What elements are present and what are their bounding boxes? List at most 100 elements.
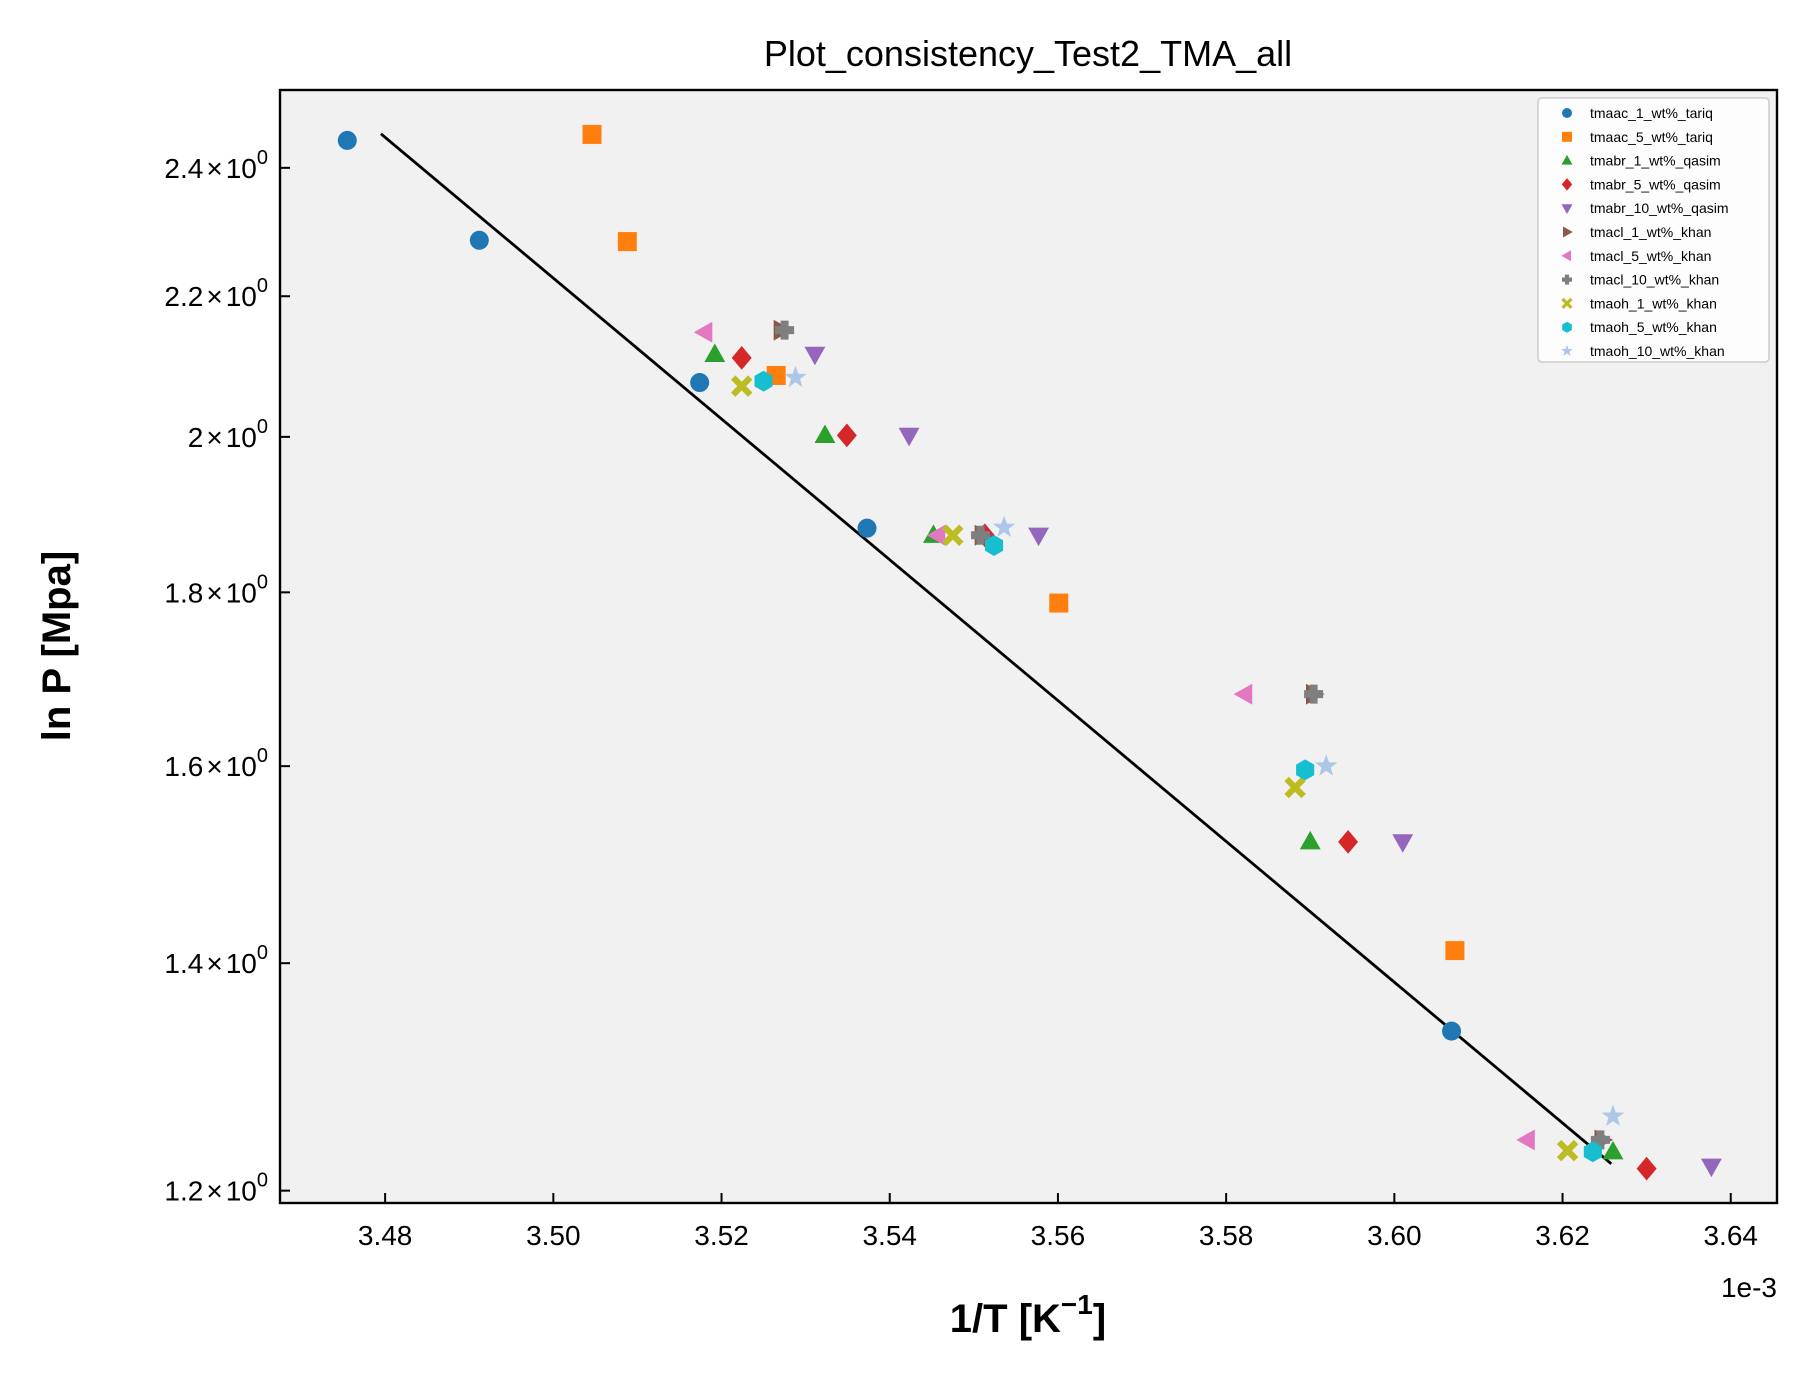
data-point-s6-p1 — [926, 524, 946, 546]
data-point-s10-p2 — [1314, 754, 1338, 776]
data-point-s10-p1 — [992, 515, 1016, 537]
data-point-s9-p0 — [754, 370, 773, 392]
y-tick-mantissa-5: 2.2 — [164, 281, 203, 312]
legend-label-7: tmacl_10_wt%_khan — [1590, 272, 1719, 288]
x-tick-label-2: 3.52 — [694, 1220, 749, 1251]
series-9 — [754, 370, 1602, 1163]
legend-label-6: tmacl_5_wt%_khan — [1590, 248, 1711, 264]
y-tick-label-5: 2.2 × 100 — [164, 275, 268, 312]
x-tick-label-1: 3.50 — [526, 1220, 581, 1251]
data-point-s1-p3 — [1049, 593, 1069, 613]
legend-marker-10 — [1561, 344, 1573, 357]
data-point-s10-p0 — [784, 365, 807, 388]
y-tick-exponent-3: 0 — [257, 571, 268, 593]
series-1 — [582, 124, 1465, 961]
data-point-s4-p1 — [898, 427, 920, 447]
data-point-s1-p0 — [582, 124, 602, 144]
x-axis-label-exponent: −1 — [1061, 1289, 1093, 1320]
data-point-s3-p3 — [1338, 829, 1359, 854]
y-tick-mantissa-1: 1.4 — [164, 948, 203, 979]
y-tick-base-6: 10 — [226, 153, 257, 184]
x-tick-label-0: 3.48 — [358, 1220, 413, 1251]
y-tick-mantissa-4: 2 — [188, 422, 204, 453]
y-tick-exponent-2: 0 — [257, 745, 268, 767]
data-point-s2-p3 — [1299, 830, 1321, 850]
y-tick-exponent-5: 0 — [257, 275, 268, 297]
x-axis-label-main: 1/T [K — [950, 1297, 1061, 1341]
y-tick-base-3: 10 — [226, 577, 257, 608]
y-tick-base-4: 10 — [226, 422, 257, 453]
legend-marker-4 — [1561, 204, 1573, 214]
data-point-s9-p1 — [985, 535, 1004, 556]
y-tick-label-1: 1.4 × 100 — [164, 942, 268, 979]
legend-marker-7 — [1562, 274, 1572, 285]
data-point-s2-p4 — [1602, 1140, 1624, 1160]
plot-area — [280, 90, 1777, 1203]
y-tick-base-5: 10 — [226, 281, 257, 312]
legend-label-8: tmaoh_1_wt%_khan — [1590, 295, 1717, 311]
plot-frame — [278, 88, 1779, 1205]
data-point-s9-p2 — [1296, 759, 1315, 781]
data-point-s6-p3 — [1516, 1129, 1535, 1151]
y-tick-exponent-6: 0 — [257, 147, 268, 169]
y-tick-label-4: 2 × 100 — [188, 416, 268, 453]
data-point-s9-p3 — [1583, 1141, 1602, 1163]
legend-label-0: tmaac_1_wt%_tariq — [1590, 105, 1713, 121]
legend-marker-1 — [1562, 131, 1572, 142]
data-point-s3-p1 — [836, 423, 857, 448]
legend-marker-5 — [1563, 226, 1573, 238]
legend: tmaac_1_wt%_tariq tmaac_5_wt%_tariq tmabr_… — [1537, 97, 1770, 363]
data-point-s8-p3-stroke-b — [1556, 1139, 1579, 1162]
legend-label-5: tmacl_1_wt%_khan — [1590, 224, 1711, 240]
y-tick-base-0: 10 — [226, 1176, 257, 1207]
legend-marker-2 — [1561, 154, 1573, 165]
data-point-s7-p2 — [1304, 684, 1324, 704]
data-point-s2-p0 — [704, 343, 726, 362]
data-point-s4-p3 — [1392, 834, 1414, 853]
data-point-s8-p3 — [1556, 1139, 1579, 1162]
series-10 — [784, 365, 1625, 1126]
data-point-s10-p3 — [1601, 1104, 1625, 1126]
data-point-s6-p2 — [1233, 683, 1253, 705]
y-tick-label-2: 1.6 × 100 — [164, 745, 268, 782]
legend-marker-8 — [1561, 297, 1573, 310]
legend-box — [1537, 97, 1770, 363]
y-tick-times-5: × — [206, 281, 222, 312]
y-tick-base-1: 10 — [226, 948, 257, 979]
legend-marker-9 — [1562, 321, 1572, 333]
y-tick-mantissa-0: 1.2 — [164, 1176, 203, 1207]
fit-line — [380, 132, 1613, 1165]
series-3 — [731, 345, 1657, 1181]
y-tick-label-3: 1.8 × 100 — [164, 571, 268, 608]
data-point-s2-p1 — [814, 424, 836, 443]
data-point-s1-p1 — [617, 232, 637, 252]
data-point-s0-p0 — [337, 130, 357, 150]
data-point-s3-p4 — [1636, 1156, 1657, 1181]
legend-label-4: tmabr_10_wt%_qasim — [1590, 200, 1729, 216]
y-tick-label-0: 1.2 × 100 — [164, 1170, 268, 1207]
legend-label-1: tmaac_5_wt%_tariq — [1590, 129, 1713, 145]
series-7 — [775, 320, 1610, 1150]
legend-marker-8-stroke-b — [1561, 297, 1573, 310]
data-point-s7-p3 — [1590, 1130, 1610, 1150]
data-point-s8-p0-stroke-b — [730, 375, 753, 397]
y-tick-mantissa-3: 1.8 — [164, 577, 203, 608]
x-tick-label-3: 3.54 — [862, 1220, 917, 1251]
legend-marker-3 — [1561, 178, 1573, 191]
data-point-s6-p0 — [693, 321, 713, 343]
y-tick-mantissa-6: 2.4 — [164, 153, 203, 184]
data-point-s0-p2 — [690, 373, 710, 393]
x-axis-ticks: 3.48 3.50 3.52 3.54 3.56 3.58 3.60 3.62 3.64 — [358, 1193, 1758, 1251]
data-point-s3-p0 — [731, 345, 752, 370]
data-point-s0-p4 — [1442, 1021, 1462, 1041]
y-tick-mantissa-2: 1.6 — [164, 751, 203, 782]
data-point-s8-p1 — [942, 524, 964, 546]
series-8 — [730, 375, 1579, 1162]
data-point-s4-p4 — [1700, 1158, 1722, 1178]
x-tick-label-7: 3.62 — [1535, 1220, 1590, 1251]
y-axis-label: ln P [Mpa] — [35, 551, 79, 741]
y-tick-times-1: × — [206, 948, 222, 979]
y-tick-label-6: 2.4 × 100 — [164, 147, 268, 184]
